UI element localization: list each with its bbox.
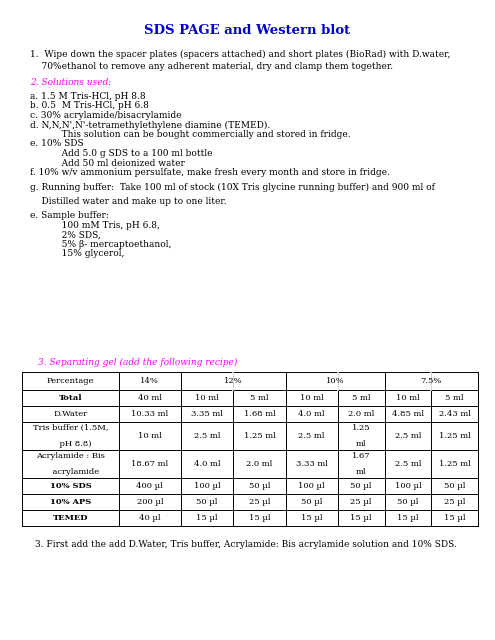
- Text: acrylamide: acrylamide: [42, 468, 99, 476]
- Text: 10 ml: 10 ml: [138, 432, 162, 440]
- Text: 12%: 12%: [224, 377, 243, 385]
- Text: 1.25 ml: 1.25 ml: [244, 432, 275, 440]
- Text: 4.0 ml: 4.0 ml: [194, 460, 220, 468]
- Text: 5 ml: 5 ml: [352, 394, 371, 402]
- Text: 4.85 ml: 4.85 ml: [392, 410, 424, 418]
- Text: TEMED: TEMED: [52, 514, 88, 522]
- Text: 2.0 ml: 2.0 ml: [247, 460, 273, 468]
- Text: 3. Separating gel (add the following recipe): 3. Separating gel (add the following rec…: [38, 358, 238, 367]
- Text: 5 ml: 5 ml: [446, 394, 464, 402]
- Text: 10 ml: 10 ml: [195, 394, 219, 402]
- Text: 15 µl: 15 µl: [444, 514, 465, 522]
- Text: D.Water: D.Water: [53, 410, 88, 418]
- Text: 2.43 ml: 2.43 ml: [439, 410, 471, 418]
- Text: 10% SDS: 10% SDS: [50, 482, 91, 490]
- Text: a. 1.5 M Tris-HCl, pH 8.8: a. 1.5 M Tris-HCl, pH 8.8: [30, 92, 146, 101]
- Text: 3. First add the add D.Water, Tris buffer, Acrylamide: Bis acrylamide solution a: 3. First add the add D.Water, Tris buffe…: [35, 540, 457, 549]
- Text: 10%: 10%: [326, 377, 345, 385]
- Text: 10% APS: 10% APS: [50, 498, 91, 506]
- Text: 200 µl: 200 µl: [137, 498, 163, 506]
- Text: 2.5 ml: 2.5 ml: [395, 460, 421, 468]
- Text: 2.5 ml: 2.5 ml: [395, 432, 421, 440]
- Text: e. 10% SDS: e. 10% SDS: [30, 140, 84, 148]
- Text: e. Sample buffer:: e. Sample buffer:: [30, 211, 109, 221]
- Text: 2.5 ml: 2.5 ml: [194, 432, 220, 440]
- Text: 1.25 ml: 1.25 ml: [439, 460, 471, 468]
- Text: 10.33 ml: 10.33 ml: [131, 410, 168, 418]
- Text: 10 ml: 10 ml: [300, 394, 324, 402]
- Text: 100 µl: 100 µl: [298, 482, 325, 490]
- Text: b. 0.5  M Tris-HCl, pH 6.8: b. 0.5 M Tris-HCl, pH 6.8: [30, 102, 149, 111]
- Text: Acrylamide : Bis: Acrylamide : Bis: [36, 452, 105, 460]
- Text: 1.67: 1.67: [352, 452, 371, 460]
- Text: ml: ml: [356, 440, 366, 448]
- Text: 15 µl: 15 µl: [301, 514, 323, 522]
- Text: Total: Total: [58, 394, 82, 402]
- Text: 3.35 ml: 3.35 ml: [191, 410, 223, 418]
- Text: Add 50 ml deionized water: Add 50 ml deionized water: [30, 159, 185, 168]
- Text: 50 µl: 50 µl: [301, 498, 322, 506]
- Text: 15% glycerol,: 15% glycerol,: [30, 250, 124, 259]
- Text: 1.25 ml: 1.25 ml: [439, 432, 471, 440]
- Text: 400 µl: 400 µl: [137, 482, 163, 490]
- Text: 40 µl: 40 µl: [139, 514, 161, 522]
- Text: pH 8.8): pH 8.8): [49, 440, 92, 448]
- Text: Add 5.0 g SDS to a 100 ml bottle: Add 5.0 g SDS to a 100 ml bottle: [30, 149, 212, 158]
- Text: 40 ml: 40 ml: [138, 394, 162, 402]
- Text: 50 µl: 50 µl: [444, 482, 465, 490]
- Bar: [22, 372, 478, 526]
- Text: f. 10% w/v ammonium persulfate, make fresh every month and store in fridge.: f. 10% w/v ammonium persulfate, make fre…: [30, 168, 390, 177]
- Text: 18.67 ml: 18.67 ml: [131, 460, 168, 468]
- Text: 15 µl: 15 µl: [248, 514, 270, 522]
- Text: Tris buffer (1.5M,: Tris buffer (1.5M,: [33, 424, 108, 432]
- Text: g. Running buffer:  Take 100 ml of stock (10X Tris glycine running buffer) and 9: g. Running buffer: Take 100 ml of stock …: [30, 182, 435, 191]
- Text: This solution can be bought commercially and stored in fridge.: This solution can be bought commercially…: [30, 130, 350, 139]
- Text: 25 µl: 25 µl: [444, 498, 465, 506]
- Text: 4.0 ml: 4.0 ml: [298, 410, 325, 418]
- Text: 25 µl: 25 µl: [248, 498, 270, 506]
- Text: 1.  Wipe down the spacer plates (spacers attached) and short plates (BioRad) wit: 1. Wipe down the spacer plates (spacers …: [30, 50, 450, 59]
- Text: 15 µl: 15 µl: [197, 514, 218, 522]
- Text: c. 30% acrylamide/bisacrylamide: c. 30% acrylamide/bisacrylamide: [30, 111, 182, 120]
- Text: 1.25: 1.25: [352, 424, 371, 432]
- Text: 2% SDS,: 2% SDS,: [30, 230, 101, 239]
- Text: 2.5 ml: 2.5 ml: [298, 432, 325, 440]
- Text: 100 µl: 100 µl: [395, 482, 421, 490]
- Text: Distilled water and make up to one liter.: Distilled water and make up to one liter…: [30, 197, 227, 206]
- Text: 5 ml: 5 ml: [250, 394, 269, 402]
- Text: 15 µl: 15 µl: [350, 514, 372, 522]
- Text: SDS PAGE and Western blot: SDS PAGE and Western blot: [144, 24, 350, 36]
- Text: 50 µl: 50 µl: [197, 498, 218, 506]
- Text: 100 µl: 100 µl: [194, 482, 221, 490]
- Text: 25 µl: 25 µl: [350, 498, 372, 506]
- Text: 10 ml: 10 ml: [396, 394, 420, 402]
- Text: d. N,N,N',N'-tetramethylethylene diamine (TEMED).: d. N,N,N',N'-tetramethylethylene diamine…: [30, 120, 270, 130]
- Text: 50 µl: 50 µl: [397, 498, 419, 506]
- Text: 2. Solutions used:: 2. Solutions used:: [30, 78, 111, 87]
- Text: 3.33 ml: 3.33 ml: [296, 460, 328, 468]
- Text: 1.68 ml: 1.68 ml: [244, 410, 275, 418]
- Text: 50 µl: 50 µl: [350, 482, 372, 490]
- Text: 7.5%: 7.5%: [421, 377, 442, 385]
- Text: ml: ml: [356, 468, 366, 476]
- Text: Percentage: Percentage: [47, 377, 94, 385]
- Text: 2.0 ml: 2.0 ml: [348, 410, 374, 418]
- Text: 5% β- mercaptoethanol,: 5% β- mercaptoethanol,: [30, 240, 171, 249]
- Text: 15 µl: 15 µl: [397, 514, 419, 522]
- Text: 100 mM Tris, pH 6.8,: 100 mM Tris, pH 6.8,: [30, 221, 160, 230]
- Text: 14%: 14%: [141, 377, 159, 385]
- Text: 70%ethanol to remove any adherent material, dry and clamp them together.: 70%ethanol to remove any adherent materi…: [30, 62, 393, 71]
- Text: 50 µl: 50 µl: [248, 482, 270, 490]
